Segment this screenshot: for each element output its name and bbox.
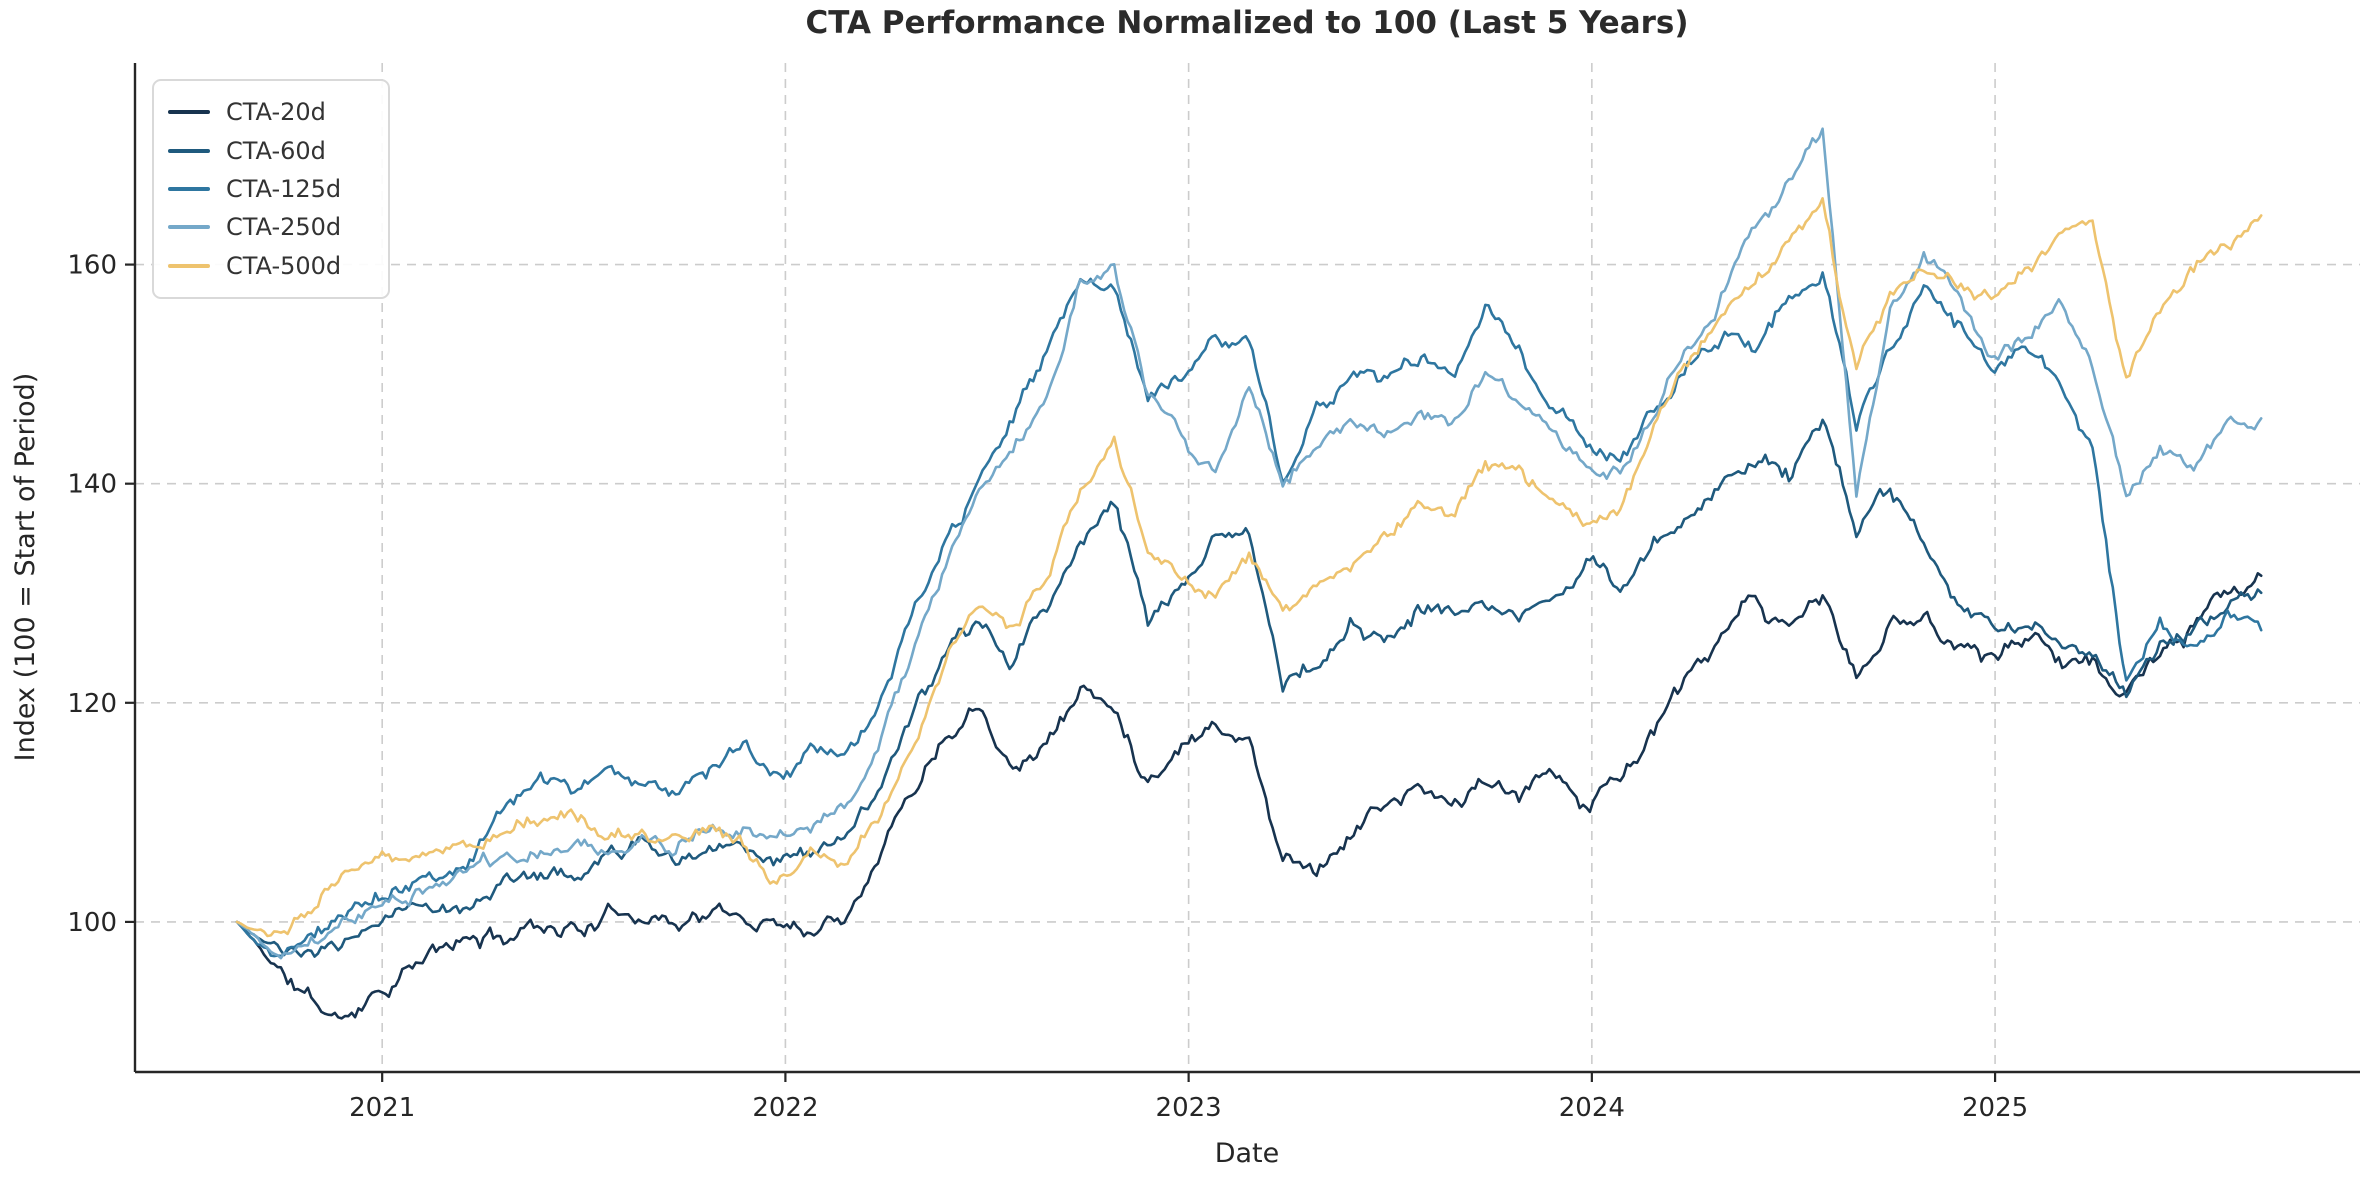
legend-label: CTA-60d	[226, 136, 326, 165]
y-tick-label: 100	[67, 908, 117, 938]
series-line-cta-250d	[235, 127, 2263, 960]
series-line-cta-125d	[235, 271, 2263, 958]
x-axis-label: Date	[1215, 1138, 1280, 1169]
legend-label: CTA-500d	[226, 251, 342, 280]
series-line-cta-60d	[235, 418, 2263, 958]
y-tick-label: 120	[67, 689, 117, 719]
series-line-cta-500d	[235, 197, 2263, 938]
y-axis-label: Index (100 = Start of Period)	[10, 373, 41, 762]
legend-label: CTA-125d	[226, 175, 342, 204]
legend-item-cta-20d: CTA-20d	[168, 93, 372, 131]
legend-label: CTA-20d	[226, 98, 326, 127]
chart-title: CTA Performance Normalized to 100 (Last …	[805, 5, 1688, 41]
legend: CTA-20d CTA-60d CTA-125d CTA-250d CTA-500d	[152, 79, 390, 299]
legend-item-cta-250d: CTA-250d	[168, 208, 372, 246]
legend-swatch-icon	[168, 225, 210, 230]
series-line-cta-20d	[235, 571, 2263, 1020]
legend-item-cta-60d: CTA-60d	[168, 131, 372, 169]
axis-ticks	[125, 263, 1997, 1082]
legend-item-cta-500d: CTA-500d	[168, 247, 372, 285]
tick-labels: 100 120 140 160 2021 2022 2023 2024 2025	[67, 251, 2028, 1123]
x-tick-label: 2023	[1156, 1093, 1222, 1123]
legend-item-cta-125d: CTA-125d	[168, 170, 372, 208]
legend-swatch-icon	[168, 263, 210, 268]
series-lines	[235, 127, 2263, 1020]
axis-spines	[133, 63, 2360, 1074]
x-tick-label: 2025	[1962, 1093, 2028, 1123]
x-tick-label: 2022	[752, 1093, 818, 1123]
y-tick-label: 160	[67, 251, 117, 281]
legend-swatch-icon	[168, 110, 210, 115]
x-tick-label: 2024	[1559, 1093, 1625, 1123]
legend-swatch-icon	[168, 187, 210, 192]
legend-swatch-icon	[168, 148, 210, 153]
x-tick-label: 2021	[349, 1093, 415, 1123]
legend-label: CTA-250d	[226, 213, 342, 242]
y-tick-label: 140	[67, 470, 117, 500]
gridlines	[135, 63, 2360, 1072]
